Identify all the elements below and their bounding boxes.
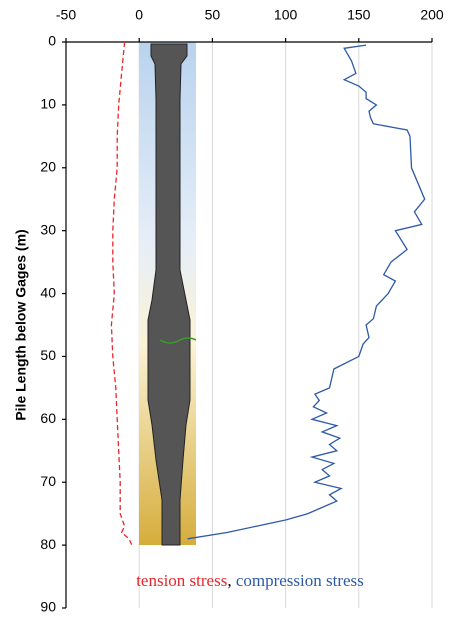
legend-entry: compression stress <box>236 571 364 590</box>
y-tick-label: 70 <box>40 473 56 489</box>
x-tick-label: 50 <box>205 7 221 23</box>
legend-entry: tension stress <box>136 571 227 590</box>
legend: tension stress, compression stress <box>136 571 364 590</box>
y-tick-label: 20 <box>40 158 56 174</box>
x-tick-label: 100 <box>274 7 298 23</box>
data-line <box>111 42 131 545</box>
y-tick-label: 0 <box>48 33 56 49</box>
y-tick-label: 60 <box>40 410 56 426</box>
y-axis-label: Pile Length below Gages (m) <box>13 229 29 420</box>
x-tick-label: -50 <box>56 7 76 23</box>
y-tick-label: 10 <box>40 96 56 112</box>
y-tick-label: 40 <box>40 284 56 300</box>
x-tick-label: 200 <box>420 7 444 23</box>
chart: Pile Length below Gages (m) tension stre… <box>0 0 450 619</box>
x-tick-label: 150 <box>347 7 371 23</box>
y-tick-label: 80 <box>40 536 56 552</box>
grid <box>66 42 432 608</box>
data-line <box>188 45 425 539</box>
y-tick-label: 30 <box>40 221 56 237</box>
legend-separator: , <box>227 571 231 590</box>
y-tick-label: 50 <box>40 347 56 363</box>
x-tick-label: 0 <box>135 7 143 23</box>
y-tick-label: 90 <box>40 599 56 615</box>
